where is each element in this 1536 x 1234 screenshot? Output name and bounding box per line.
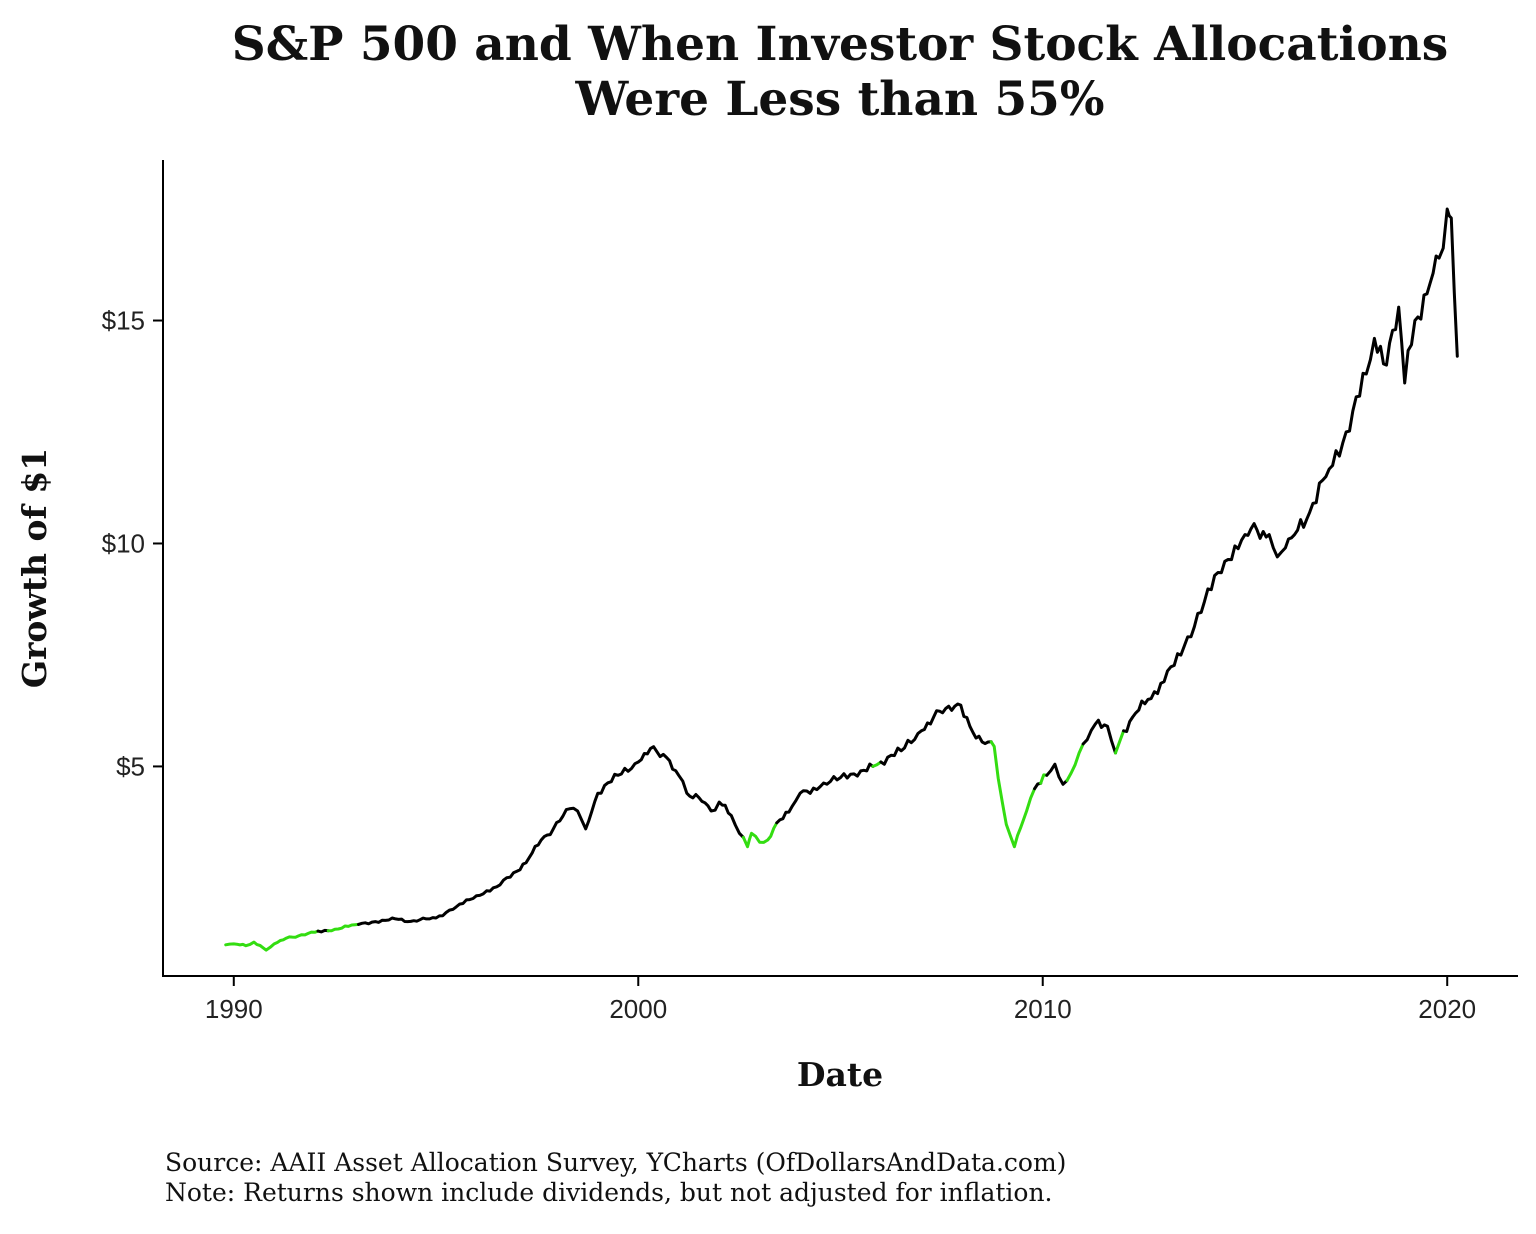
chart-title-line-2: Were Less than 55% bbox=[574, 72, 1104, 127]
y-tick-label: $15 bbox=[102, 306, 145, 336]
x-ticks: 1990 2000 2010 2020 bbox=[205, 976, 1476, 1024]
plot-lines bbox=[224, 207, 1459, 952]
series-segment bbox=[1045, 762, 1069, 786]
x-tick-label: 2010 bbox=[1014, 994, 1072, 1024]
series-segment bbox=[1081, 718, 1117, 755]
series-segment-highlight bbox=[1114, 729, 1126, 755]
series-segment bbox=[879, 702, 993, 766]
series-segment bbox=[1122, 207, 1459, 733]
series-segment-highlight bbox=[326, 922, 360, 933]
series-segment-highlight bbox=[224, 929, 320, 952]
y-tick-label: $5 bbox=[116, 751, 145, 781]
y-ticks: $5 $10 $15 bbox=[102, 306, 163, 781]
y-axis-title: Growth of $1 bbox=[15, 448, 54, 688]
series-segment-highlight bbox=[1065, 742, 1085, 782]
x-tick-label: 2020 bbox=[1418, 994, 1476, 1024]
y-tick-label: $10 bbox=[102, 528, 145, 558]
x-tick-label: 1990 bbox=[205, 994, 263, 1024]
x-tick-label: 2000 bbox=[609, 994, 667, 1024]
series-segment-highlight bbox=[989, 740, 1037, 849]
series-segment-highlight bbox=[871, 760, 883, 768]
series-segment bbox=[316, 928, 330, 934]
series-segment bbox=[357, 745, 745, 926]
x-axis-title: Date bbox=[797, 1055, 883, 1094]
series-segment bbox=[775, 762, 875, 825]
caption-note: Note: Returns shown include dividends, b… bbox=[165, 1178, 1053, 1207]
series-segment-highlight bbox=[741, 821, 779, 849]
caption-source: Source: AAII Asset Allocation Survey, YC… bbox=[165, 1148, 1066, 1177]
chart-title-line-1: S&P 500 and When Investor Stock Allocati… bbox=[232, 17, 1449, 72]
